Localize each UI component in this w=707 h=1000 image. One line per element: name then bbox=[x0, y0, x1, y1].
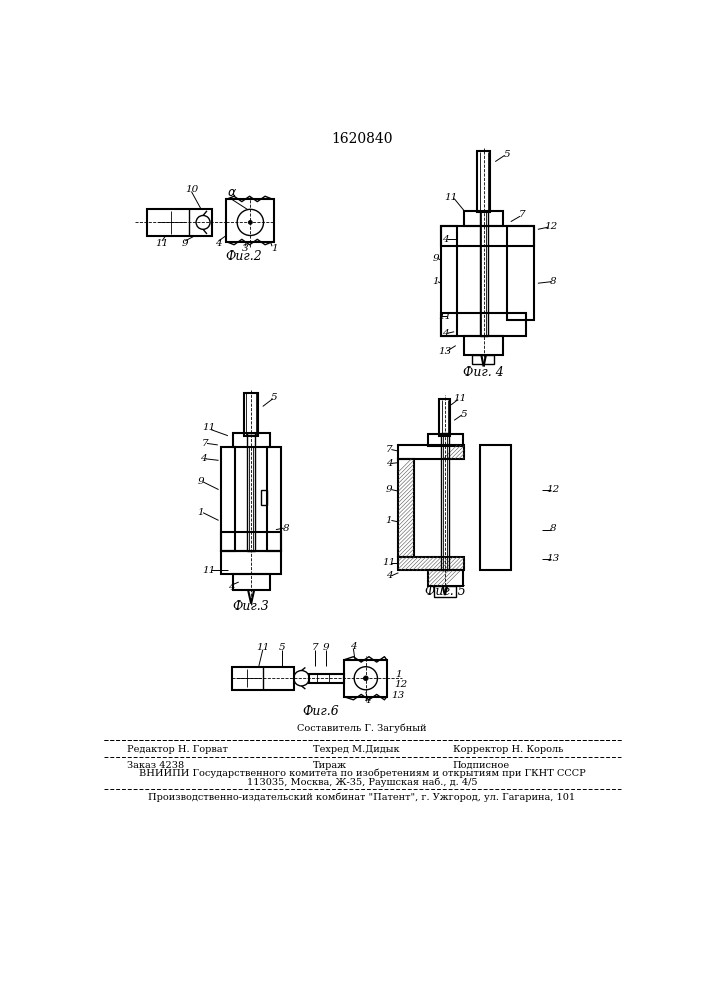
Bar bbox=[464, 336, 503, 355]
Text: Корректор Н. Король: Корректор Н. Король bbox=[452, 745, 563, 754]
Text: 8: 8 bbox=[283, 524, 289, 533]
Bar bbox=[146, 209, 212, 235]
Text: $\alpha$: $\alpha$ bbox=[227, 186, 237, 199]
Text: 9: 9 bbox=[182, 239, 189, 248]
Text: 11: 11 bbox=[202, 424, 215, 432]
Text: 1620840: 1620840 bbox=[331, 132, 392, 146]
Text: 11: 11 bbox=[156, 239, 169, 248]
Text: 5: 5 bbox=[279, 643, 286, 652]
Text: Производственно-издательский комбинат "Патент", г. Ужгород, ул. Гагарина, 101: Производственно-издательский комбинат "П… bbox=[148, 793, 575, 802]
Bar bbox=[428, 570, 462, 586]
Text: 1: 1 bbox=[197, 508, 204, 517]
Text: 4: 4 bbox=[442, 235, 448, 244]
Bar bbox=[434, 586, 456, 597]
Text: 1: 1 bbox=[432, 277, 439, 286]
Text: 4: 4 bbox=[200, 454, 206, 463]
Text: 13: 13 bbox=[547, 554, 560, 563]
Bar bbox=[472, 355, 493, 364]
Circle shape bbox=[363, 676, 368, 681]
Bar bbox=[233, 433, 270, 447]
Bar bbox=[464, 211, 503, 226]
Bar bbox=[244, 393, 258, 436]
Text: 9: 9 bbox=[197, 477, 204, 486]
Text: 4: 4 bbox=[386, 459, 392, 468]
Text: Заказ 4238: Заказ 4238 bbox=[127, 761, 185, 770]
Text: 8: 8 bbox=[550, 277, 556, 286]
Text: 1: 1 bbox=[271, 244, 278, 253]
Text: 12: 12 bbox=[394, 680, 407, 689]
Text: 13: 13 bbox=[392, 691, 405, 700]
Text: 8: 8 bbox=[550, 524, 556, 533]
Bar bbox=[233, 574, 270, 590]
Bar bbox=[441, 433, 449, 570]
Bar bbox=[309, 674, 344, 683]
Bar bbox=[398, 459, 414, 557]
Text: 4: 4 bbox=[350, 642, 357, 651]
Text: 1: 1 bbox=[395, 670, 402, 679]
Text: ВНИИПИ Государственного комитета по изобретениям и открытиям при ГКНТ СССР: ВНИИПИ Государственного комитета по изоб… bbox=[139, 769, 585, 778]
Bar bbox=[398, 445, 464, 459]
Text: Фиг. 4: Фиг. 4 bbox=[463, 366, 504, 379]
Text: 4: 4 bbox=[442, 329, 448, 338]
Text: 9: 9 bbox=[323, 643, 329, 652]
Text: 11: 11 bbox=[382, 558, 396, 567]
Text: Редактор Н. Горват: Редактор Н. Горват bbox=[127, 745, 228, 754]
Text: 13: 13 bbox=[438, 347, 452, 356]
Bar bbox=[221, 551, 281, 574]
Text: Фиг.3: Фиг.3 bbox=[233, 600, 269, 613]
Bar bbox=[428, 434, 462, 446]
Text: Подписное: Подписное bbox=[452, 761, 510, 770]
Bar bbox=[441, 226, 534, 246]
Text: 4: 4 bbox=[364, 696, 370, 705]
Text: Тираж: Тираж bbox=[313, 761, 347, 770]
Bar bbox=[398, 557, 464, 570]
Text: 4: 4 bbox=[215, 239, 222, 248]
Text: 5: 5 bbox=[461, 410, 467, 419]
Circle shape bbox=[248, 220, 252, 224]
Bar bbox=[232, 667, 293, 690]
Text: 11: 11 bbox=[256, 643, 269, 652]
Text: 7: 7 bbox=[386, 445, 392, 454]
Bar bbox=[261, 490, 267, 505]
Text: 9: 9 bbox=[386, 485, 392, 494]
Text: Составитель Г. Загубный: Составитель Г. Загубный bbox=[297, 724, 427, 733]
Bar bbox=[480, 445, 510, 570]
Bar bbox=[247, 433, 255, 551]
Bar bbox=[441, 226, 457, 336]
Text: 5: 5 bbox=[503, 150, 510, 159]
Bar bbox=[440, 399, 450, 436]
Text: 11: 11 bbox=[202, 566, 215, 575]
Text: Фиг. 5: Фиг. 5 bbox=[424, 585, 465, 598]
Bar bbox=[441, 312, 526, 336]
Text: 12: 12 bbox=[547, 485, 560, 494]
Text: 1: 1 bbox=[386, 516, 392, 525]
Bar bbox=[480, 211, 488, 336]
Text: 113035, Москва, Ж-35, Раушская наб., д. 4/5: 113035, Москва, Ж-35, Раушская наб., д. … bbox=[247, 777, 477, 787]
Bar bbox=[507, 226, 534, 320]
Text: 11: 11 bbox=[438, 312, 452, 321]
Text: Фиг.6: Фиг.6 bbox=[303, 705, 339, 718]
Text: Техред М.Дидык: Техред М.Дидык bbox=[313, 745, 399, 754]
Text: 4: 4 bbox=[228, 583, 235, 592]
Text: Фиг.2: Фиг.2 bbox=[225, 250, 262, 263]
Bar bbox=[344, 660, 387, 697]
Bar bbox=[221, 447, 235, 551]
Text: 5: 5 bbox=[271, 393, 278, 402]
Text: 11: 11 bbox=[454, 394, 467, 403]
Text: 10: 10 bbox=[185, 185, 198, 194]
Text: 7: 7 bbox=[519, 210, 526, 219]
Text: 7: 7 bbox=[201, 439, 208, 448]
Text: 3: 3 bbox=[242, 244, 248, 253]
Text: 4: 4 bbox=[386, 571, 392, 580]
Bar bbox=[226, 199, 274, 242]
Text: 7: 7 bbox=[312, 643, 319, 652]
Bar bbox=[477, 151, 490, 212]
Text: 9: 9 bbox=[432, 254, 439, 263]
Bar bbox=[221, 532, 281, 551]
Text: 12: 12 bbox=[544, 222, 558, 231]
Bar bbox=[267, 447, 281, 551]
Text: 11: 11 bbox=[445, 192, 457, 202]
